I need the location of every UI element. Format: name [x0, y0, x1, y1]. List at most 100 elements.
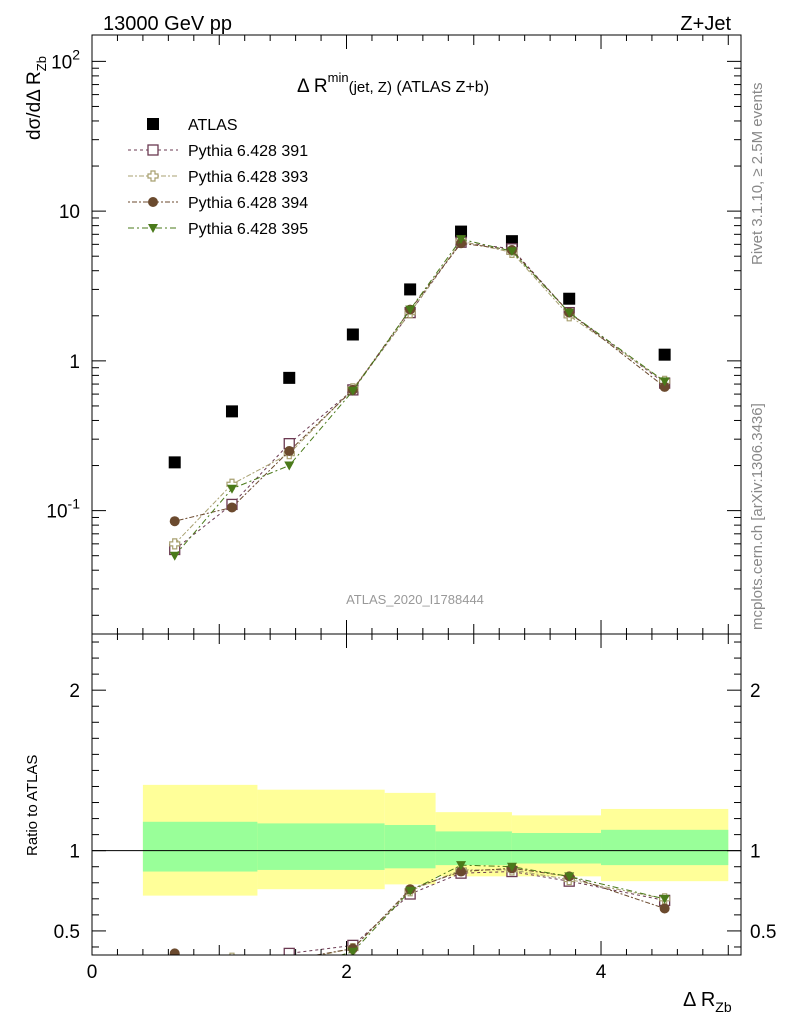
- main-ytick-label-0: 10-1: [46, 496, 80, 523]
- ratio-ytick-label-right-2: 2: [750, 681, 761, 702]
- ratio-xlabel: Δ RZb: [683, 989, 732, 1015]
- data-point-3-2: [284, 446, 295, 457]
- data-point-4-0: [169, 551, 180, 561]
- data-point-0-4: [404, 283, 417, 296]
- legend-label-1: Pythia 6.428 391: [188, 143, 308, 160]
- ratio-ytick-label-right-0: 0.5: [750, 922, 776, 943]
- series-line-2: [174, 240, 665, 545]
- data-point-4-3: [347, 386, 358, 396]
- legend-entry-2: Pythia 6.428 393: [128, 169, 308, 186]
- ratio-axes: 0.5 0.5 1 1 2 2 0 2 4: [54, 634, 776, 983]
- ratio-point-3-3: [347, 947, 358, 955]
- ratio-point-0-0: [170, 964, 180, 974]
- legend: ATLAS Pythia 6.428 391 Pythia 6.428 393 Pyt…: [128, 117, 308, 238]
- ratio-xtick-label-1: 2: [341, 962, 352, 983]
- series-3: [169, 238, 670, 527]
- legend-entry-4: Pythia 6.428 395: [128, 221, 308, 238]
- data-point-3-8: [659, 381, 670, 392]
- main-ytick-label-3: 102: [51, 46, 80, 73]
- ratio-point-3-6: [506, 862, 517, 872]
- data-point-0-7: [563, 292, 576, 305]
- ratio-panel: 0.5 0.5 1 1 2 2 0 2 4 Ratio to ATLAS Δ RZb: [24, 633, 776, 1015]
- ratio-point-0-1: [227, 968, 237, 978]
- ratio-point-3-7: [564, 872, 575, 882]
- ratio-point-2-8: [659, 903, 670, 914]
- inner-band-3: [435, 831, 512, 866]
- main-ytick-label-2: 10: [59, 202, 80, 223]
- rivet-label: Rivet 3.1.10, ≥ 2.5M events: [749, 83, 766, 266]
- ratio-ytick-label-left-2: 2: [69, 681, 80, 702]
- ratio-point-1-0: [170, 960, 180, 970]
- ratio-point-3-5: [456, 861, 467, 871]
- ratio-uncertainty-bands: [92, 784, 741, 896]
- data-point-4-7: [564, 308, 575, 318]
- ratio-data-layer: [169, 861, 671, 979]
- legend-label-3: Pythia 6.428 394: [188, 195, 308, 212]
- ratio-point-3-0: [170, 969, 180, 978]
- data-point-0-8: [658, 348, 671, 361]
- ratio-ytick-label-left-1: 1: [69, 842, 80, 863]
- ratio-point-2-1: [227, 969, 237, 979]
- data-point-2-0: [169, 538, 181, 550]
- ratio-point-0-2: [283, 947, 295, 955]
- ratio-point-3-2: [284, 965, 294, 974]
- legend-marker-2: [147, 170, 159, 182]
- data-point-3-1: [226, 502, 237, 513]
- legend-marker-4: [148, 224, 158, 233]
- title-suffix: (ATLAS Z+b): [392, 79, 489, 96]
- inner-band-2: [384, 824, 436, 869]
- legend-entry-0: ATLAS: [147, 117, 238, 134]
- title-sup: min: [328, 70, 349, 85]
- legend-label-0: ATLAS: [188, 117, 238, 134]
- ratio-xtick-label-0: 0: [87, 962, 98, 983]
- ratio-ytick-label-left-0: 0.5: [54, 922, 80, 943]
- ytick-exp: -1: [68, 496, 81, 512]
- legend-entry-3: Pythia 6.428 394: [128, 195, 308, 212]
- xlabel-sub: Zb: [715, 999, 732, 1015]
- ratio-ytick-label-right-1: 1: [750, 842, 761, 863]
- ratio-ylabel: Ratio to ATLAS: [24, 755, 41, 856]
- ratio-point-3-4: [405, 886, 416, 896]
- series-line-3: [174, 242, 665, 522]
- inner-band-4: [511, 833, 602, 864]
- data-point-3-0: [169, 516, 180, 527]
- legend-marker-3: [148, 197, 158, 207]
- data-point-0-0: [168, 456, 181, 469]
- ytick-base: 10: [51, 52, 72, 73]
- ylabel-sub: Zb: [34, 56, 49, 71]
- main-ylabel: dσ/dΔ RZb: [24, 56, 49, 140]
- legend-marker-1: [147, 144, 159, 156]
- data-point-0-3: [346, 328, 359, 341]
- ratio-series-3: [170, 861, 670, 978]
- data-point-4-6: [506, 247, 517, 257]
- data-point-0-5: [455, 225, 468, 238]
- ratio-xtick-label-2: 4: [596, 962, 607, 983]
- main-data-layer: [168, 225, 671, 561]
- inner-band-1: [257, 823, 385, 870]
- ratio-clipped: [169, 861, 671, 979]
- data-point-4-4: [405, 305, 416, 315]
- ytick-exp: 2: [72, 46, 80, 62]
- series-line-1: [174, 241, 665, 550]
- title-sub: (jet, Z): [349, 79, 392, 96]
- legend-label-4: Pythia 6.428 395: [188, 221, 308, 238]
- ratio-point-3-8: [659, 894, 670, 904]
- ylabel-main: dσ/dΔ R: [24, 71, 45, 140]
- ratio-point-3-1: [227, 959, 237, 968]
- process-label: Z+Jet: [680, 13, 731, 35]
- ratio-point-1-2: [284, 956, 294, 966]
- series-1: [169, 236, 671, 556]
- data-point-4-1: [226, 484, 237, 494]
- data-point-4-8: [659, 377, 670, 387]
- title-delta-r: Δ R: [297, 76, 328, 97]
- ratio-point-2-0: [169, 948, 180, 955]
- series-line-4: [174, 238, 665, 557]
- main-ytick-label-1: 1: [69, 352, 80, 373]
- analysis-watermark: ATLAS_2020_I1788444: [346, 592, 484, 607]
- mcplots-label: mcplots.cern.ch [arXiv:1306.3436]: [749, 403, 766, 630]
- ytick-base: 10: [46, 502, 67, 523]
- inner-band-5: [601, 829, 729, 866]
- series-4: [169, 235, 670, 561]
